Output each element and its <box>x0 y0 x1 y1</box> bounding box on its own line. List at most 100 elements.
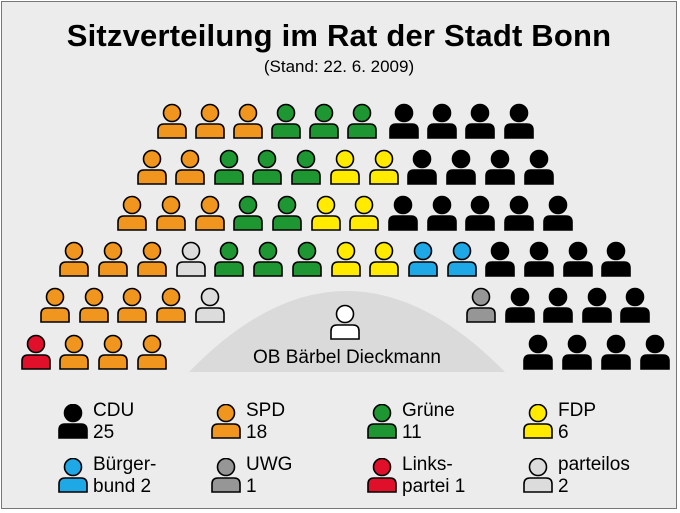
cdu-seat-icon <box>524 149 554 185</box>
cdu-seat-icon <box>582 287 612 323</box>
gruene-seat-icon <box>347 103 377 139</box>
fdp-legend-icon <box>523 404 553 439</box>
gruene-legend-icon <box>367 404 397 439</box>
spd-seat-icon <box>195 103 225 139</box>
cdu-seat-icon <box>389 103 419 139</box>
cdu-seat-icon <box>504 195 534 231</box>
council-chamber: OB Bärbel Dieckmann <box>21 103 670 372</box>
cdu-seat-icon <box>563 241 593 277</box>
gruene-seat-icon <box>233 195 263 231</box>
cdu-seat-icon <box>504 103 534 139</box>
cdu-seat-icon <box>543 195 573 231</box>
buergerbund-seat-icon <box>408 241 438 277</box>
links-person-icon <box>367 458 397 493</box>
spd-seat-icon <box>117 287 147 323</box>
spd-seat-icon <box>233 103 263 139</box>
spd-legend-icon <box>211 404 241 439</box>
gruene-seat-icon <box>214 149 244 185</box>
buergerbund-person-icon <box>58 458 88 493</box>
figure-title: Sitzverteilung im Rat der Stadt Bonn <box>66 18 612 53</box>
fdp-seat-icon <box>311 195 341 231</box>
spd-seat-icon <box>79 287 109 323</box>
legend-party-name: FDP <box>558 400 596 421</box>
spd-seat-icon <box>117 195 147 231</box>
spd-seat-icon <box>40 287 70 323</box>
buergerbund-seat-icon <box>447 241 477 277</box>
cdu-person-icon <box>58 404 88 439</box>
legend-item-buergerbund: Bürger- bund 2 <box>57 454 207 500</box>
legend-party-name: SPD <box>246 400 286 421</box>
buergerbund-legend-icon <box>58 458 88 493</box>
mayor-label: OB Bärbel Dieckmann <box>253 347 441 368</box>
uwg-seat-icon <box>466 287 496 323</box>
legend-item-fdp: FDP 6 <box>522 400 672 446</box>
legend-party-name: Links- <box>402 454 453 475</box>
cdu-seat-icon <box>601 334 631 370</box>
spd-person-icon <box>211 404 241 439</box>
cdu-seat-icon <box>388 195 418 231</box>
spd-seat-icon <box>137 241 167 277</box>
links-legend-icon <box>367 458 397 493</box>
legend-party-name: Grüne <box>402 400 455 421</box>
legend-item-uwg: UWG 1 <box>210 454 360 500</box>
uwg-legend-icon <box>211 458 241 493</box>
legend-item-gruene: Grüne 11 <box>366 400 516 446</box>
seats <box>21 103 670 370</box>
spd-seat-icon <box>175 149 205 185</box>
spd-seat-icon <box>59 241 89 277</box>
gruene-seat-icon <box>271 103 301 139</box>
parteilos-legend-icon <box>523 458 553 493</box>
legend-item-cdu: CDU 25 <box>57 400 207 446</box>
legend-item-links: Links- partei 1 <box>366 454 516 500</box>
gruene-seat-icon <box>252 149 282 185</box>
spd-seat-icon <box>137 334 167 370</box>
legend-item-spd: SPD 18 <box>210 400 360 446</box>
parteilos-seat-icon <box>195 287 225 323</box>
cdu-seat-icon <box>562 334 592 370</box>
gruene-seat-icon <box>214 241 244 277</box>
cdu-seat-icon <box>601 241 631 277</box>
gruene-seat-icon <box>291 149 321 185</box>
mayor-seat-icon <box>330 304 360 340</box>
legend-item-parteilos: parteilos 2 <box>522 454 672 500</box>
gruene-person-icon <box>367 404 397 439</box>
legend-seat-count: bund 2 <box>93 476 152 497</box>
spd-seat-icon <box>98 241 128 277</box>
cdu-seat-icon <box>640 334 670 370</box>
cdu-seat-icon <box>505 287 535 323</box>
spd-seat-icon <box>137 149 167 185</box>
fdp-person-icon <box>523 404 553 439</box>
links-seat-icon <box>21 334 51 370</box>
cdu-seat-icon <box>407 149 437 185</box>
legend-seat-count: 1 <box>246 476 257 497</box>
cdu-seat-icon <box>485 241 515 277</box>
legend-party-name: UWG <box>246 454 293 475</box>
fdp-seat-icon <box>369 149 399 185</box>
legend-seat-count: 25 <box>93 422 115 443</box>
spd-seat-icon <box>98 334 128 370</box>
legend-seat-count: 18 <box>246 422 268 443</box>
cdu-seat-icon <box>465 195 495 231</box>
legend-party-name: Bürger- <box>93 454 157 475</box>
figure-subtitle: (Stand: 22. 6. 2009) <box>263 57 415 76</box>
cdu-seat-icon <box>524 241 554 277</box>
cdu-legend-icon <box>58 404 88 439</box>
legend-party-name: CDU <box>93 400 135 421</box>
legend-seat-count: partei 1 <box>402 476 466 497</box>
gruene-seat-icon <box>272 195 302 231</box>
fdp-seat-icon <box>331 241 361 277</box>
fdp-seat-icon <box>369 241 399 277</box>
cdu-seat-icon <box>543 287 573 323</box>
cdu-seat-icon <box>620 287 650 323</box>
legend-seat-count: 11 <box>402 422 422 443</box>
spd-seat-icon <box>156 287 186 323</box>
legend-seat-count: 6 <box>558 422 569 443</box>
parteilos-seat-icon <box>176 241 206 277</box>
spd-seat-icon <box>59 334 89 370</box>
gruene-seat-icon <box>253 241 283 277</box>
cdu-seat-icon <box>523 334 553 370</box>
fdp-seat-icon <box>349 195 379 231</box>
cdu-seat-icon <box>485 149 515 185</box>
uwg-person-icon <box>211 458 241 493</box>
